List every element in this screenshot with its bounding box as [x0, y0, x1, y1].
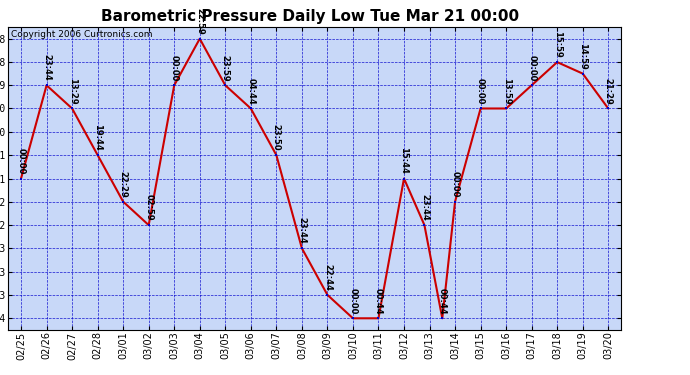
Text: 15:59: 15:59: [553, 31, 562, 58]
Text: 14:59: 14:59: [578, 43, 587, 69]
Text: 13:59: 13:59: [502, 78, 511, 104]
Text: 22:29: 22:29: [119, 171, 128, 198]
Text: 00:00: 00:00: [527, 55, 536, 81]
Text: 21:29: 21:29: [604, 78, 613, 104]
Text: 02:59: 02:59: [144, 194, 153, 221]
Text: Barometric Pressure Daily Low Tue Mar 21 00:00: Barometric Pressure Daily Low Tue Mar 21…: [101, 9, 520, 24]
Text: 13:29: 13:29: [68, 78, 77, 104]
Text: 22:59: 22:59: [195, 8, 204, 34]
Text: 23:44: 23:44: [420, 194, 429, 221]
Text: 23:44: 23:44: [297, 217, 306, 244]
Text: Copyright 2006 Curtronics.com: Copyright 2006 Curtronics.com: [11, 30, 153, 39]
Text: 23:44: 23:44: [42, 54, 51, 81]
Text: 00:00: 00:00: [451, 171, 460, 198]
Text: 04:44: 04:44: [246, 78, 255, 104]
Text: 23:59: 23:59: [221, 54, 230, 81]
Text: 15:44: 15:44: [400, 147, 408, 174]
Text: 00:44: 00:44: [374, 288, 383, 314]
Text: 22:44: 22:44: [323, 264, 332, 291]
Text: 19:44: 19:44: [93, 124, 102, 151]
Text: 00:44: 00:44: [437, 288, 447, 314]
Text: 00:00: 00:00: [348, 288, 357, 314]
Text: 00:00: 00:00: [476, 78, 485, 104]
Text: 00:00: 00:00: [170, 55, 179, 81]
Text: 00:00: 00:00: [17, 148, 26, 174]
Text: 23:50: 23:50: [272, 124, 281, 151]
